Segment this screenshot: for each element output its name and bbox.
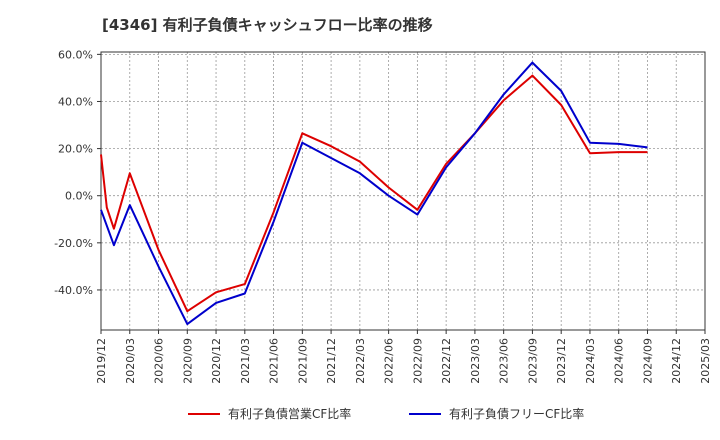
x-tick-label: 2020/06 xyxy=(153,338,166,384)
legend: 有利子負債営業CF比率 有利子負債フリーCF比率 xyxy=(188,406,584,421)
x-tick-label: 2022/12 xyxy=(440,338,453,384)
x-tick-label: 2020/12 xyxy=(210,338,223,384)
x-tick-label: 2021/03 xyxy=(239,338,252,384)
x-tick-label: 2021/09 xyxy=(296,338,309,384)
y-tick-label: 0.0% xyxy=(65,190,93,203)
x-tick-label: 2024/12 xyxy=(670,338,683,384)
y-tick-label: -40.0% xyxy=(54,284,93,297)
x-tick-label: 2023/06 xyxy=(498,338,511,384)
x-tick-label: 2022/03 xyxy=(354,338,367,384)
y-tick-label: 60.0% xyxy=(58,48,93,61)
x-tick-label: 2019/12 xyxy=(95,338,108,384)
y-tick-label: 40.0% xyxy=(58,95,93,108)
x-tick-label: 2023/12 xyxy=(555,338,568,384)
x-axis: 2019/12 2020/03 2020/06 2020/09 2020/12 2021/… xyxy=(95,330,712,384)
x-tick-label: 2020/09 xyxy=(181,338,194,384)
x-tick-label: 2020/03 xyxy=(124,338,137,384)
x-tick-label: 2025/03 xyxy=(699,338,712,384)
chart-title: [4346] 有利子負債キャッシュフロー比率の推移 xyxy=(102,16,433,34)
x-tick-label: 2021/12 xyxy=(325,338,338,384)
grid-lines xyxy=(101,52,705,330)
y-tick-label: -20.0% xyxy=(54,237,93,250)
y-tick-label: 20.0% xyxy=(58,143,93,156)
x-tick-label: 2021/06 xyxy=(268,338,281,384)
plot-frame xyxy=(100,51,706,331)
x-tick-label: 2022/06 xyxy=(383,338,396,384)
legend-label: 有利子負債営業CF比率 xyxy=(228,406,351,421)
legend-label: 有利子負債フリーCF比率 xyxy=(449,406,584,421)
y-axis: 60.0% 40.0% 20.0% 0.0% -20.0% -40.0% xyxy=(54,48,101,297)
x-tick-label: 2024/09 xyxy=(641,338,654,384)
x-tick-label: 2023/09 xyxy=(526,338,539,384)
x-tick-label: 2023/03 xyxy=(469,338,482,384)
x-tick-label: 2024/06 xyxy=(613,338,626,384)
series-line xyxy=(100,61,648,326)
x-tick-label: 2024/03 xyxy=(584,338,597,384)
series-lines xyxy=(100,61,648,326)
x-tick-label: 2022/09 xyxy=(411,338,424,384)
series-line xyxy=(100,74,648,313)
